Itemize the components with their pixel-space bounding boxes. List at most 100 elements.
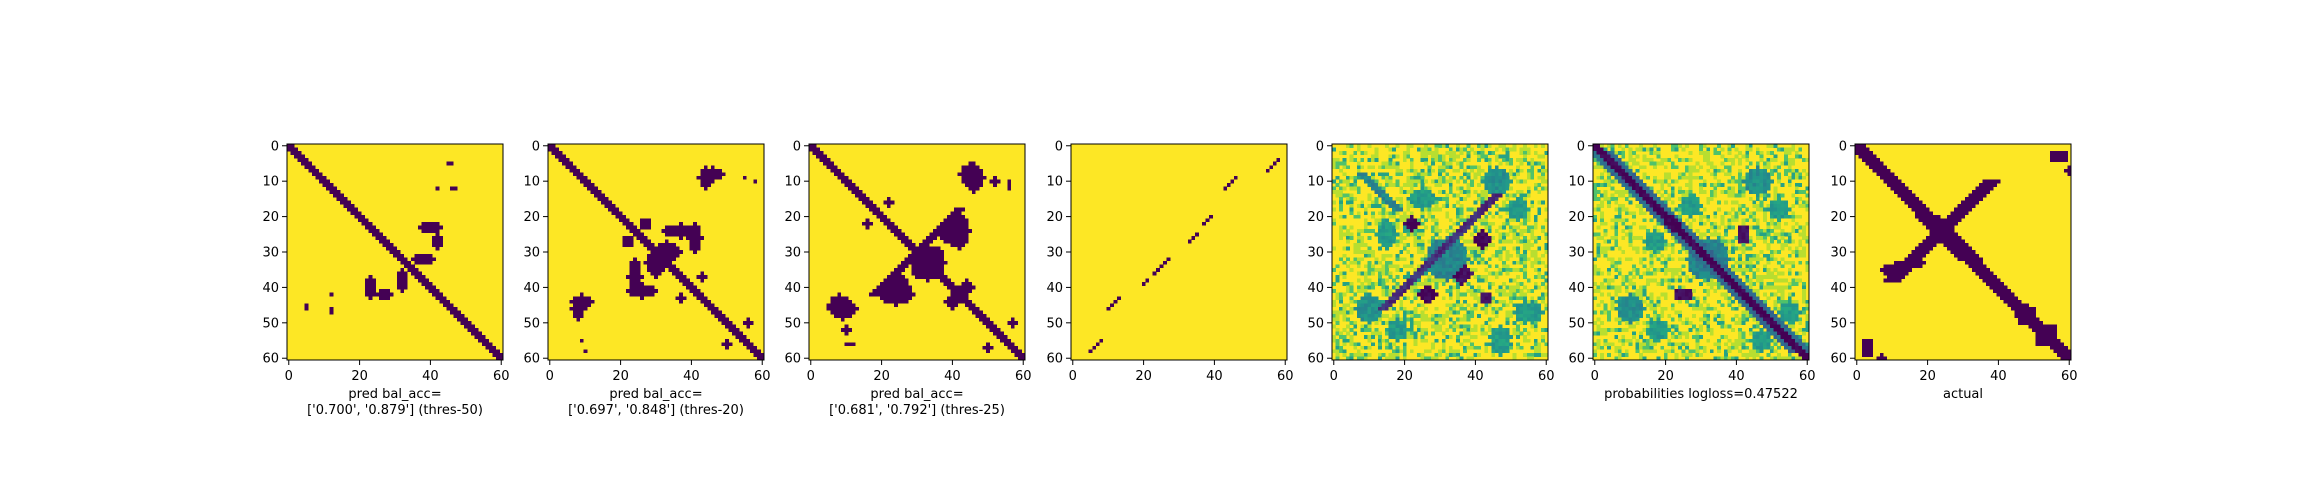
heatmap-cell: [1477, 165, 1482, 170]
heatmap-cell: [1523, 257, 1528, 262]
heatmap-cell: [357, 211, 362, 216]
heatmap-cell: [1755, 186, 1760, 191]
heatmap-cell: [1491, 335, 1496, 340]
heatmap-cell: [1745, 151, 1750, 155]
heatmap-cell: [1526, 214, 1531, 219]
heatmap-cell: [1498, 335, 1503, 340]
heatmap-cell: [1441, 338, 1446, 343]
heatmap-cell: [418, 257, 422, 262]
heatmap-cell: [707, 182, 712, 187]
heatmap-cell: [1491, 299, 1496, 304]
heatmap-cell: [1519, 306, 1524, 311]
heatmap-cell: [1780, 246, 1785, 251]
heatmap-cell: [717, 310, 722, 315]
heatmap-cell: [1409, 278, 1414, 283]
heatmap-cell: [1533, 239, 1538, 244]
heatmap-cell: [879, 211, 884, 216]
heatmap-cell: [1720, 243, 1725, 247]
heatmap-cell: [1702, 154, 1707, 159]
heatmap-cell: [1409, 161, 1414, 166]
heatmap-cell: [1773, 236, 1778, 240]
heatmap-image: [1071, 144, 1287, 360]
heatmap-cell: [862, 221, 866, 226]
heatmap-cell: [1392, 264, 1397, 269]
heatmap-cell: [1759, 168, 1764, 173]
heatmap-cell: [1624, 190, 1629, 194]
heatmap-cell: [1349, 267, 1354, 272]
heatmap-cell: [1455, 214, 1460, 219]
heatmap-cell: [1434, 154, 1439, 159]
heatmap-cell: [1519, 151, 1524, 155]
heatmap-cell: [1406, 282, 1411, 286]
heatmap-cell: [1699, 267, 1704, 272]
heatmap-cell: [481, 338, 486, 343]
heatmap-cell: [1452, 278, 1457, 283]
heatmap-cell: [700, 172, 705, 177]
heatmap-cell: [1370, 267, 1375, 272]
heatmap-cell: [872, 292, 877, 297]
heatmap-cell: [1762, 211, 1767, 216]
heatmap-cell: [1681, 172, 1686, 177]
heatmap-cell: [1473, 253, 1478, 258]
heatmap-cell: [611, 204, 616, 209]
heatmap-cell: [1363, 317, 1368, 322]
heatmap-cell: [904, 236, 909, 240]
heatmap-cell: [1378, 232, 1382, 237]
heatmap-cell: [1349, 306, 1354, 311]
heatmap-cell: [1360, 228, 1365, 233]
heatmap-cell: [1452, 257, 1457, 262]
heatmap-cell: [1596, 243, 1601, 247]
heatmap-cell: [1477, 243, 1482, 247]
heatmap-cell: [478, 335, 483, 340]
heatmap-cell: [668, 228, 673, 233]
heatmap-cell: [1516, 331, 1520, 336]
heatmap-cell: [1702, 151, 1707, 155]
heatmap-cell: [1593, 151, 1597, 155]
heatmap-cell: [1523, 328, 1528, 332]
heatmap-cell: [1374, 179, 1379, 184]
heatmap-cell: [1452, 321, 1457, 325]
heatmap-cell: [1370, 253, 1375, 258]
heatmap-cell: [1752, 179, 1757, 184]
heatmap-cell: [749, 321, 754, 325]
heatmap-cell: [1441, 345, 1446, 350]
heatmap-cell: [1674, 278, 1679, 283]
heatmap-cell: [1452, 260, 1457, 265]
heatmap-cell: [1438, 246, 1443, 251]
heatmap-cell: [1409, 200, 1414, 205]
heatmap-cell: [1455, 257, 1460, 262]
heatmap-cell: [1498, 182, 1503, 187]
heatmap-cell: [1392, 335, 1397, 340]
heatmap-cell: [1674, 165, 1679, 170]
heatmap-cell: [1738, 225, 1743, 230]
heatmap-cell: [1755, 296, 1760, 301]
heatmap-cell: [629, 236, 634, 240]
heatmap-cell: [1363, 243, 1368, 247]
heatmap-cell: [1459, 306, 1464, 311]
heatmap-cell: [975, 186, 980, 191]
heatmap-cell: [1455, 324, 1460, 329]
heatmap-cell: [1441, 257, 1446, 262]
heatmap-cell: [1523, 299, 1528, 304]
heatmap-cell: [1505, 193, 1510, 198]
heatmap-cell: [1670, 285, 1675, 290]
heatmap-cell: [1202, 221, 1206, 226]
heatmap-cell: [1402, 324, 1407, 329]
heatmap-cell: [1406, 175, 1411, 180]
heatmap-cell: [1487, 175, 1492, 180]
heatmap-cell: [1356, 342, 1361, 347]
heatmap-cell: [664, 225, 669, 230]
heatmap-cell: [1699, 190, 1704, 194]
heatmap-cell: [1431, 225, 1435, 230]
heatmap-cell: [1459, 278, 1464, 283]
heatmap-cell: [425, 285, 429, 290]
heatmap-cell: [1487, 204, 1492, 209]
heatmap-cell: [1610, 172, 1615, 177]
heatmap-cell: [1434, 338, 1439, 343]
heatmap-cell: [1463, 345, 1467, 350]
heatmap-cell: [1484, 204, 1489, 209]
heatmap-cell: [932, 271, 937, 276]
heatmap-cell: [453, 310, 458, 315]
heatmap-cell: [421, 228, 426, 233]
heatmap-cell: [1628, 228, 1633, 233]
